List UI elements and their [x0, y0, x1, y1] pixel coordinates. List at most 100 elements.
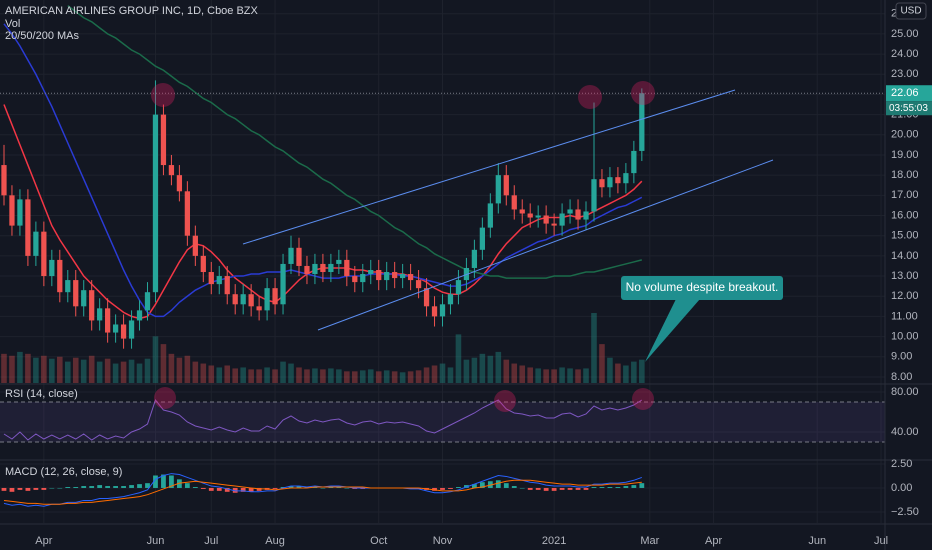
volume-bar: [128, 359, 135, 383]
volume-bar: [383, 370, 390, 383]
y-tick-label: 18.00: [891, 169, 919, 181]
macd-histogram: [472, 484, 477, 488]
candle-body: [33, 231, 39, 256]
volume-bar: [623, 365, 629, 383]
signal-line: [3, 479, 642, 505]
volume-bar: [352, 371, 358, 383]
highlight-circle: [494, 390, 516, 412]
volume-bar: [104, 358, 111, 383]
y-tick-label: 10.00: [891, 330, 919, 342]
macd-histogram: [639, 483, 645, 488]
volume-bar: [639, 359, 645, 383]
volume-bar: [49, 358, 55, 383]
macd-histogram: [9, 487, 15, 492]
candle-body: [176, 175, 183, 192]
candle-body: [583, 211, 589, 220]
macd-histogram: [184, 483, 190, 488]
y-tick-label: 24.00: [891, 48, 919, 60]
y-tick-label: 16.00: [891, 209, 919, 221]
candle-body: [543, 215, 549, 224]
volume-bar: [575, 369, 581, 383]
volume-bar: [479, 353, 486, 383]
y-tick-label: 80.00: [891, 386, 919, 398]
volume-bar: [80, 359, 87, 383]
y-tick-label: 15.00: [891, 230, 919, 242]
callout-pointer: [645, 299, 700, 362]
candle-body: [551, 223, 557, 226]
macd-histogram: [153, 475, 158, 488]
macd-histogram: [17, 487, 23, 490]
volume-bar: [431, 365, 438, 383]
volume-bar: [423, 367, 430, 383]
y-tick-label: 40.00: [891, 426, 919, 438]
candle-body: [527, 213, 533, 218]
moving-average: [67, 5, 643, 279]
macd-histogram: [169, 475, 174, 488]
y-tick-label: 2.50: [891, 458, 912, 470]
candle-body: [296, 247, 302, 266]
macd-histogram: [97, 485, 103, 488]
y-tick-label: 14.00: [891, 250, 919, 262]
volume-bar: [264, 367, 270, 383]
currency-button[interactable]: [895, 2, 927, 20]
y-tick-label: 8.00: [891, 371, 912, 383]
macd-histogram: [224, 487, 230, 492]
y-tick-label: 9.00: [891, 351, 912, 363]
macd-histogram: [192, 487, 198, 488]
candle-body: [511, 195, 517, 210]
candle-body: [439, 304, 446, 317]
macd-histogram: [113, 486, 118, 488]
macd-histogram: [200, 487, 206, 489]
candle-body: [105, 308, 111, 333]
macd-histogram: [479, 482, 485, 488]
candle-body: [320, 263, 326, 273]
volume-bar: [447, 367, 454, 383]
macd-histogram: [25, 487, 31, 491]
candle-body: [192, 235, 198, 256]
volume-bar: [399, 372, 406, 383]
volume-bar: [359, 370, 366, 383]
currency-label[interactable]: USD: [900, 6, 921, 17]
candle-body: [567, 209, 573, 214]
highlight-circle: [632, 388, 654, 410]
volume-bar: [72, 357, 79, 383]
volume-bar: [559, 367, 565, 383]
volume-bar: [607, 357, 613, 383]
volume-bar: [25, 353, 31, 383]
candle-body: [607, 177, 613, 188]
candle-body: [120, 324, 127, 339]
macd-histogram: [623, 486, 629, 488]
candle-body: [384, 272, 390, 281]
volume-bar: [367, 369, 374, 383]
candle-body: [240, 294, 246, 305]
macd-histogram: [41, 487, 47, 490]
volume-bar: [336, 369, 342, 383]
ma-label: 20/50/200 MAs: [5, 30, 79, 42]
candle-body: [423, 288, 430, 307]
macd-histogram: [519, 487, 525, 489]
volume-bar: [439, 363, 446, 383]
volume-bar: [455, 334, 462, 383]
volume-bar: [232, 368, 238, 383]
callout-text: No volume despite breakout.: [626, 280, 779, 294]
macd-histogram: [296, 486, 302, 488]
volume-bar: [375, 371, 382, 383]
grid-layer: [0, 0, 885, 523]
volume-bar: [591, 313, 597, 383]
candle-body: [535, 215, 541, 218]
x-tick-label: Jul: [874, 535, 888, 547]
macd-histogram: [49, 487, 55, 489]
macd-histogram: [161, 474, 166, 488]
volume-bar: [495, 351, 502, 383]
marks-layer: [0, 5, 885, 507]
annotation-layer: No volume despite breakout.: [151, 81, 783, 412]
candle-body: [559, 213, 565, 226]
candle-body: [400, 274, 406, 279]
countdown-box: [886, 101, 932, 116]
volume-bar: [567, 368, 573, 383]
macd-histogram: [248, 487, 254, 492]
candle-body: [471, 249, 478, 268]
candle-body: [41, 231, 47, 277]
rsi-label: RSI (14, close): [5, 388, 78, 400]
